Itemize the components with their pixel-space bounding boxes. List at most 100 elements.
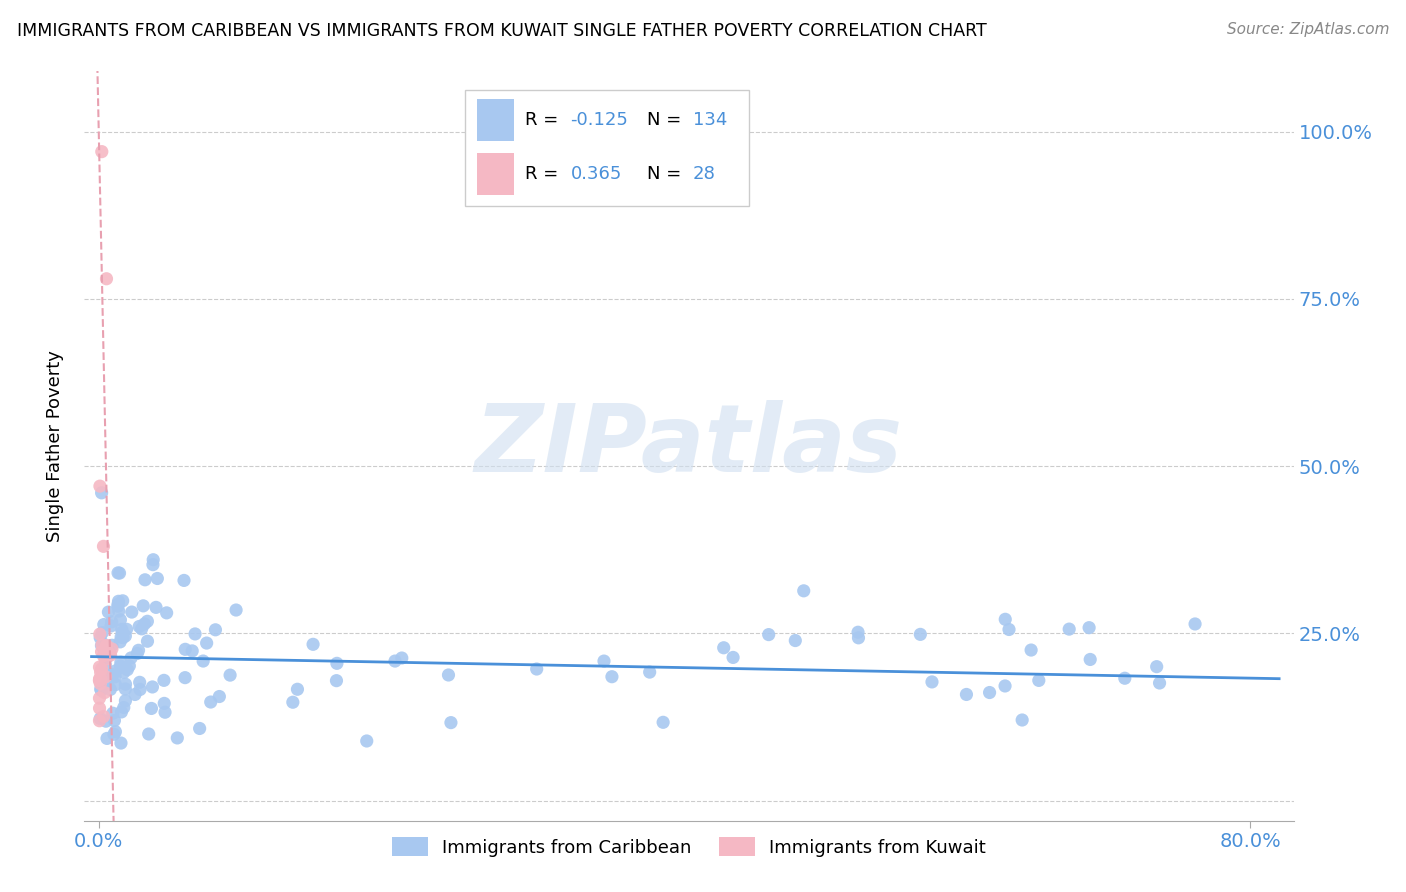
Point (117, 663, 139, 677)
Point (173, 574, 195, 588)
Point (136, 634, 159, 648)
Point (136, 615, 159, 629)
Point (93, 617, 115, 632)
Point (98, 646, 121, 660)
Point (100, 619, 122, 633)
Point (89, 660, 111, 674)
Point (793, 583, 815, 598)
Point (124, 688, 146, 702)
Text: ZIPatlas: ZIPatlas (475, 400, 903, 492)
Point (108, 566, 131, 581)
Point (1078, 621, 1101, 635)
Point (89, 672, 111, 686)
Point (97, 646, 120, 660)
Point (90, 683, 112, 698)
Point (208, 690, 231, 704)
Point (141, 701, 163, 715)
Point (174, 642, 197, 657)
Point (131, 622, 153, 636)
Point (108, 635, 131, 649)
Point (166, 731, 188, 745)
Point (101, 706, 124, 721)
Point (998, 623, 1021, 637)
Point (93, 685, 115, 699)
Point (100, 682, 122, 697)
Point (97, 605, 120, 619)
Point (145, 600, 167, 615)
Point (114, 681, 136, 696)
Point (97, 673, 120, 688)
Point (921, 674, 943, 689)
Point (195, 636, 218, 650)
Point (391, 651, 413, 665)
Point (89, 691, 111, 706)
Point (1011, 713, 1033, 727)
Point (188, 722, 211, 736)
Point (101, 667, 124, 681)
Point (526, 662, 548, 676)
Point (994, 679, 1017, 693)
Point (118, 658, 141, 673)
Point (437, 668, 460, 682)
Point (111, 625, 134, 640)
Point (107, 594, 129, 608)
Point (326, 657, 349, 671)
Point (128, 675, 150, 690)
Point (1057, 622, 1080, 636)
Point (94, 657, 117, 672)
Point (90, 662, 112, 676)
Point (132, 599, 155, 613)
Point (127, 647, 149, 661)
Point (91, 638, 114, 652)
Point (848, 631, 870, 645)
Point (134, 616, 156, 631)
Point (107, 599, 129, 614)
Text: Source: ZipAtlas.com: Source: ZipAtlas.com (1226, 22, 1389, 37)
Point (652, 715, 675, 730)
Point (111, 623, 134, 637)
Point (1146, 659, 1168, 673)
Point (129, 682, 152, 697)
Point (90, 681, 112, 696)
Point (156, 606, 179, 620)
Point (112, 665, 135, 680)
Point (713, 640, 735, 655)
Point (111, 594, 134, 608)
Point (90, 665, 112, 679)
Point (89, 701, 111, 715)
Point (1078, 652, 1101, 666)
Point (94, 652, 117, 666)
Point (134, 573, 156, 587)
Point (93, 648, 115, 663)
Point (204, 623, 226, 637)
Point (120, 651, 142, 665)
Point (110, 736, 132, 750)
Point (101, 642, 124, 657)
Point (846, 625, 869, 640)
Point (96, 272, 118, 286)
Point (89, 631, 111, 645)
Point (384, 654, 406, 668)
Point (103, 714, 125, 728)
Point (90, 645, 112, 659)
Point (225, 603, 247, 617)
Point (100, 648, 122, 662)
Point (96, 639, 118, 653)
Point (110, 613, 132, 627)
Point (89, 677, 111, 691)
Point (153, 705, 176, 719)
Point (96, 639, 118, 653)
Point (89, 712, 111, 726)
Point (1019, 643, 1042, 657)
Point (758, 627, 780, 641)
Point (141, 680, 163, 694)
Point (101, 638, 124, 652)
Point (110, 655, 132, 669)
Point (121, 605, 143, 619)
Point (356, 734, 378, 748)
Point (90, 639, 112, 653)
Point (184, 627, 207, 641)
Point (115, 622, 138, 636)
Point (107, 604, 129, 618)
Point (128, 619, 150, 633)
